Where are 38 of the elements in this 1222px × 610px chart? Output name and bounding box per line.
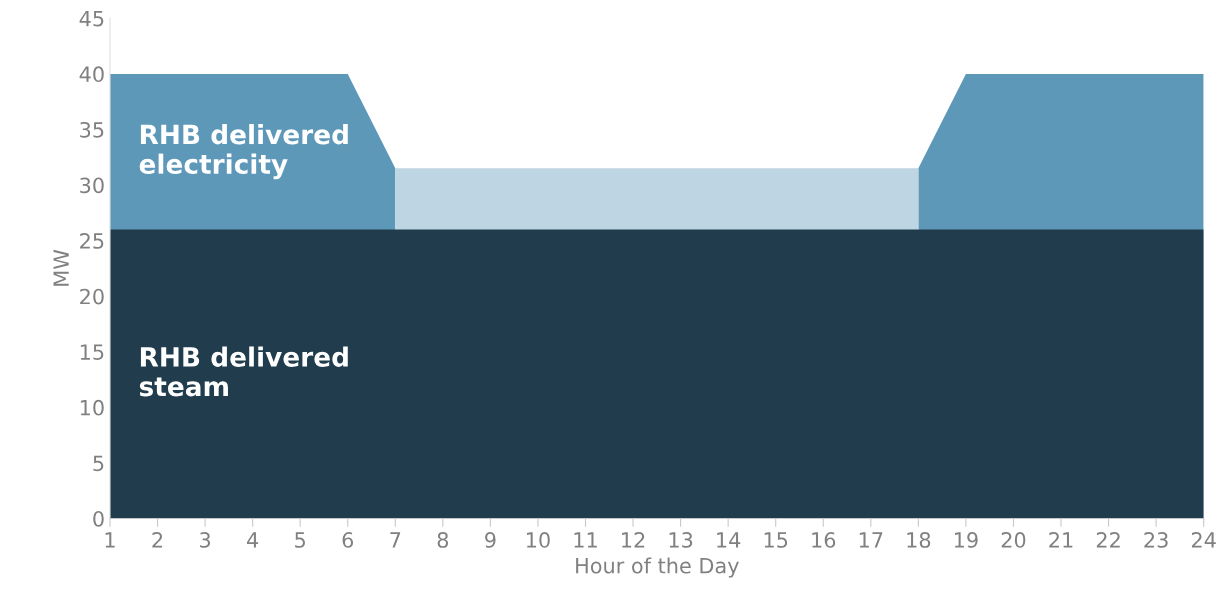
- y-axis-title: MW: [53, 249, 69, 286]
- y-tick-label: 30: [80, 177, 104, 194]
- x-tick-label: 14: [717, 532, 741, 548]
- x-tick-label: 3: [200, 532, 211, 548]
- x-tick-label: 12: [622, 532, 645, 548]
- x-tick-label: 2: [152, 532, 163, 548]
- y-tick-label: 0: [93, 510, 104, 527]
- y-tick-label: 20: [80, 288, 104, 305]
- x-tick-label: 19: [954, 532, 978, 548]
- x-axis-title: Hour of the Day: [576, 557, 739, 578]
- x-tick-label: 16: [812, 532, 836, 548]
- series-label: RHB delivered electricity: [139, 124, 348, 180]
- x-tick-label: 10: [526, 532, 550, 548]
- y-tick-label: 35: [80, 121, 104, 138]
- x-tick-label: 11: [574, 532, 597, 548]
- x-tick-label: 8: [437, 532, 449, 548]
- x-tick-label: 6: [342, 532, 354, 548]
- x-tick-label: 9: [485, 532, 496, 548]
- x-tick-label: 5: [295, 532, 305, 548]
- y-tick-label: 25: [80, 233, 104, 249]
- y-tick-label: 45: [79, 11, 104, 27]
- x-tick-label: 1: [105, 532, 115, 548]
- x-tick-label: 17: [859, 532, 883, 548]
- x-tick-label: 22: [1096, 532, 1120, 548]
- series-label: RHB delivered steam: [139, 346, 348, 397]
- y-tick-label: 5: [93, 455, 104, 472]
- x-tick-label: 15: [764, 532, 788, 548]
- x-tick-label: 24: [1191, 532, 1216, 548]
- x-tick-label: 21: [1049, 532, 1073, 548]
- y-tick-label: 15: [80, 344, 104, 360]
- x-tick-label: 13: [669, 532, 693, 548]
- y-tick-label: 10: [80, 399, 104, 416]
- y-tick-label: 40: [79, 66, 104, 83]
- x-tick-label: 18: [907, 532, 931, 548]
- x-tick-label: 7: [390, 532, 401, 548]
- x-tick-label: 4: [247, 532, 259, 548]
- x-tick-label: 20: [1001, 532, 1026, 548]
- x-tick-label: 23: [1144, 532, 1168, 548]
